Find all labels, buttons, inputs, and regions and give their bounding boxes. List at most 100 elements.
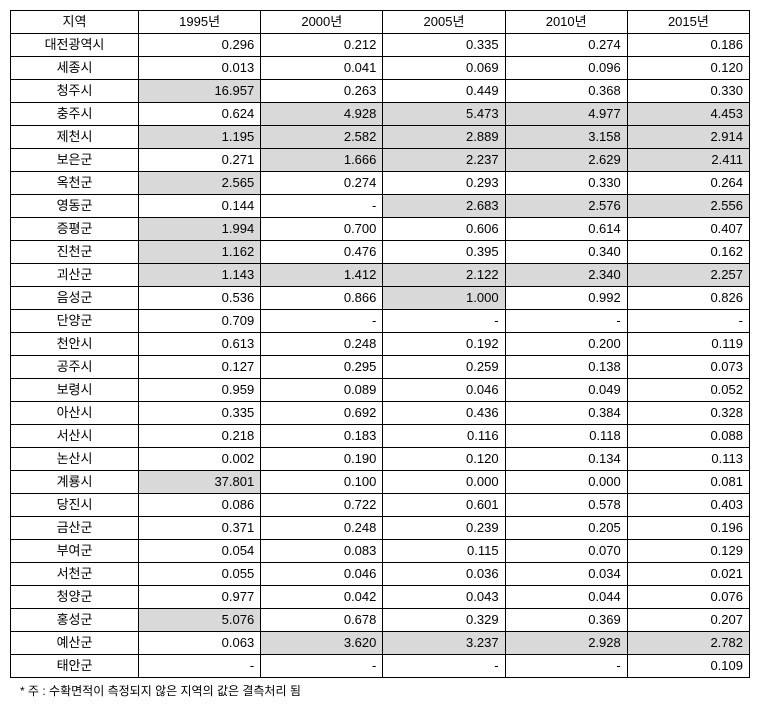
value-cell: 0.144 — [139, 195, 261, 218]
value-cell: 0.826 — [627, 287, 749, 310]
value-cell: 0.088 — [627, 425, 749, 448]
value-cell: 0.041 — [261, 57, 383, 80]
value-cell: - — [139, 655, 261, 678]
value-cell: 0.329 — [383, 609, 505, 632]
table-body: 대전광역시0.2960.2120.3350.2740.186세종시0.0130.… — [11, 34, 750, 678]
region-cell: 태안군 — [11, 655, 139, 678]
table-row: 천안시0.6130.2480.1920.2000.119 — [11, 333, 750, 356]
table-row: 제천시1.1952.5822.8893.1582.914 — [11, 126, 750, 149]
table-row: 태안군----0.109 — [11, 655, 750, 678]
value-cell: 1.412 — [261, 264, 383, 287]
region-cell: 아산시 — [11, 402, 139, 425]
value-cell: 3.620 — [261, 632, 383, 655]
value-cell: 0.052 — [627, 379, 749, 402]
value-cell: 0.992 — [505, 287, 627, 310]
value-cell: 2.576 — [505, 195, 627, 218]
col-header-1995: 1995년 — [139, 11, 261, 34]
region-cell: 서산시 — [11, 425, 139, 448]
table-row: 청주시16.9570.2630.4490.3680.330 — [11, 80, 750, 103]
table-row: 계룡시37.8010.1000.0000.0000.081 — [11, 471, 750, 494]
value-cell: 0.183 — [261, 425, 383, 448]
table-row: 금산군0.3710.2480.2390.2050.196 — [11, 517, 750, 540]
table-row: 예산군0.0633.6203.2372.9282.782 — [11, 632, 750, 655]
table-row: 진천군1.1620.4760.3950.3400.162 — [11, 241, 750, 264]
value-cell: 0.089 — [261, 379, 383, 402]
region-cell: 세종시 — [11, 57, 139, 80]
value-cell: 0.295 — [261, 356, 383, 379]
region-cell: 홍성군 — [11, 609, 139, 632]
value-cell: 2.683 — [383, 195, 505, 218]
value-cell: 0.384 — [505, 402, 627, 425]
value-cell: 0.330 — [627, 80, 749, 103]
value-cell: 0.977 — [139, 586, 261, 609]
value-cell: 0.328 — [627, 402, 749, 425]
value-cell: 2.411 — [627, 149, 749, 172]
value-cell: 2.340 — [505, 264, 627, 287]
table-row: 보령시0.9590.0890.0460.0490.052 — [11, 379, 750, 402]
value-cell: 0.368 — [505, 80, 627, 103]
value-cell: 0.263 — [261, 80, 383, 103]
value-cell: 2.582 — [261, 126, 383, 149]
value-cell: 0.866 — [261, 287, 383, 310]
region-cell: 증평군 — [11, 218, 139, 241]
value-cell: 0.116 — [383, 425, 505, 448]
value-cell: 0.709 — [139, 310, 261, 333]
value-cell: 0.186 — [627, 34, 749, 57]
value-cell: 0.054 — [139, 540, 261, 563]
value-cell: 0.073 — [627, 356, 749, 379]
value-cell: 0.218 — [139, 425, 261, 448]
region-cell: 청양군 — [11, 586, 139, 609]
value-cell: 0.138 — [505, 356, 627, 379]
value-cell: 0.722 — [261, 494, 383, 517]
value-cell: 37.801 — [139, 471, 261, 494]
value-cell: 0.113 — [627, 448, 749, 471]
col-header-2005: 2005년 — [383, 11, 505, 34]
value-cell: 0.340 — [505, 241, 627, 264]
value-cell: 0.624 — [139, 103, 261, 126]
value-cell: 0.335 — [383, 34, 505, 57]
table-row: 서산시0.2180.1830.1160.1180.088 — [11, 425, 750, 448]
value-cell: 0.096 — [505, 57, 627, 80]
value-cell: 0.449 — [383, 80, 505, 103]
value-cell: 1.666 — [261, 149, 383, 172]
region-cell: 음성군 — [11, 287, 139, 310]
col-header-2015: 2015년 — [627, 11, 749, 34]
table-row: 논산시0.0020.1900.1200.1340.113 — [11, 448, 750, 471]
value-cell: 0.081 — [627, 471, 749, 494]
table-row: 공주시0.1270.2950.2590.1380.073 — [11, 356, 750, 379]
value-cell: 5.076 — [139, 609, 261, 632]
value-cell: 0.046 — [261, 563, 383, 586]
value-cell: 0.613 — [139, 333, 261, 356]
value-cell: 0.476 — [261, 241, 383, 264]
value-cell: 1.162 — [139, 241, 261, 264]
header-row: 지역 1995년 2000년 2005년 2010년 2015년 — [11, 11, 750, 34]
col-header-2010: 2010년 — [505, 11, 627, 34]
value-cell: 0.200 — [505, 333, 627, 356]
region-cell: 옥천군 — [11, 172, 139, 195]
value-cell: 16.957 — [139, 80, 261, 103]
value-cell: 0.371 — [139, 517, 261, 540]
value-cell: 4.977 — [505, 103, 627, 126]
value-cell: 0.076 — [627, 586, 749, 609]
value-cell: 0.070 — [505, 540, 627, 563]
value-cell: - — [505, 310, 627, 333]
table-row: 세종시0.0130.0410.0690.0960.120 — [11, 57, 750, 80]
region-cell: 천안시 — [11, 333, 139, 356]
value-cell: 0.959 — [139, 379, 261, 402]
value-cell: 0.678 — [261, 609, 383, 632]
region-cell: 공주시 — [11, 356, 139, 379]
region-cell: 논산시 — [11, 448, 139, 471]
value-cell: 3.158 — [505, 126, 627, 149]
region-cell: 대전광역시 — [11, 34, 139, 57]
value-cell: 2.928 — [505, 632, 627, 655]
value-cell: 4.928 — [261, 103, 383, 126]
value-cell: 0.042 — [261, 586, 383, 609]
value-cell: 0.264 — [627, 172, 749, 195]
table-row: 아산시0.3350.6920.4360.3840.328 — [11, 402, 750, 425]
value-cell: 0.192 — [383, 333, 505, 356]
table-row: 충주시0.6244.9285.4734.9774.453 — [11, 103, 750, 126]
value-cell: 0.055 — [139, 563, 261, 586]
value-cell: 0.036 — [383, 563, 505, 586]
value-cell: 0.536 — [139, 287, 261, 310]
table-row: 서천군0.0550.0460.0360.0340.021 — [11, 563, 750, 586]
